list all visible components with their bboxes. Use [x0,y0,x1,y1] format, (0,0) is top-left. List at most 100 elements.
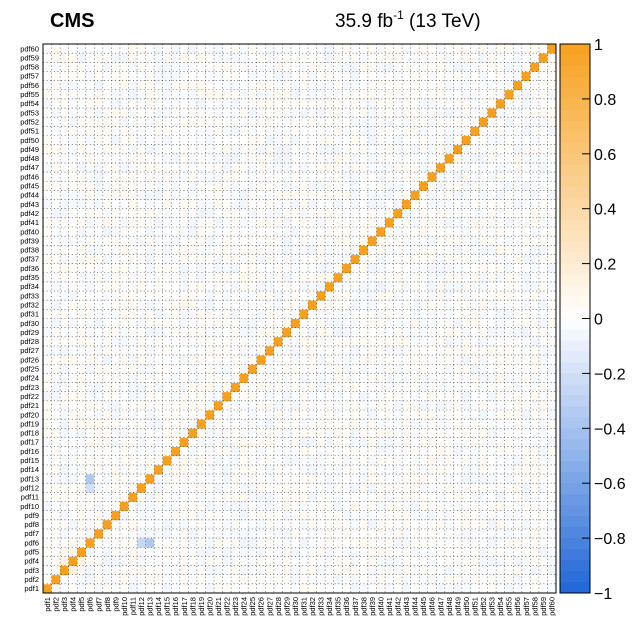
heatmap-cell [256,318,266,329]
heatmap-cell [231,474,241,484]
heatmap-cell [333,464,343,475]
heatmap-cell [205,464,215,475]
heatmap-cell [333,272,343,283]
heatmap-cell [496,419,506,429]
heatmap-cell [43,217,52,228]
heatmap-cell [162,355,172,365]
heatmap-cell [188,364,198,374]
heatmap-cell [496,373,506,383]
heatmap-cell [530,98,540,109]
heatmap-cell [427,272,437,283]
heatmap-cell [521,181,531,191]
heatmap-cell [77,300,87,310]
heatmap-cell [359,53,369,63]
heatmap-cell [547,400,557,411]
heatmap-cell [470,254,480,264]
x-tick-label: pdf47 [436,597,445,616]
heatmap-cell [119,272,129,283]
heatmap-cell [367,153,377,164]
heatmap-cell [290,62,300,72]
heatmap-cell [299,446,309,457]
heatmap-cell [359,236,369,246]
heatmap-cell [479,419,488,429]
heatmap-cell [222,117,232,127]
heatmap-cell [188,327,198,338]
heatmap-cell [60,483,70,493]
heatmap-cell [538,281,548,292]
heatmap-cell [299,474,309,484]
heatmap-cell [470,108,480,118]
heatmap-cell [145,199,155,210]
heatmap-cell [521,327,531,338]
heatmap-cell [350,227,360,237]
heatmap-cell [496,272,506,283]
heatmap-cell [205,492,215,502]
heatmap-cell [547,172,557,182]
heatmap-cell [530,336,540,347]
heatmap-cell [444,336,454,347]
heatmap-cell [402,318,412,329]
heatmap-cell [128,126,138,136]
heatmap-cell [342,336,352,347]
heatmap-cell [256,464,266,475]
heatmap-cell [77,528,87,539]
heatmap-cell [239,217,249,228]
heatmap-cell [376,483,386,493]
heatmap-cell [547,437,557,447]
heatmap-cell [547,300,557,310]
heatmap-cell [128,263,138,274]
heatmap-cell [461,162,471,173]
heatmap-cell [256,263,266,274]
heatmap-cell [470,291,480,301]
heatmap-cell [273,446,283,457]
heatmap-cell [282,565,292,576]
heatmap-cell [162,446,172,457]
heatmap-cell [154,236,164,246]
heatmap-cell [419,510,429,521]
heatmap-cell [205,190,215,200]
heatmap-cell [325,309,335,319]
heatmap-cell [68,281,78,292]
colorbar-band [560,54,590,67]
heatmap-cell [85,391,95,402]
heatmap-cell [102,464,112,475]
heatmap-cell [333,199,343,210]
heatmap-cell [94,135,104,146]
heatmap-cell [333,153,343,164]
heatmap-cell [77,44,87,54]
heatmap-cell [410,300,420,310]
heatmap-cell [299,300,309,310]
heatmap-cell [427,382,437,393]
heatmap-cell [273,565,283,576]
heatmap-cell [496,80,506,91]
heatmap-cell [94,364,104,374]
heatmap-cell [393,108,403,118]
heatmap-cell [325,474,335,484]
heatmap-cell [385,428,394,438]
heatmap-cell [85,108,95,118]
heatmap-cell [436,547,446,557]
heatmap-cell [393,410,403,420]
heatmap-cell [231,80,241,91]
heatmap-cell [479,382,488,393]
heatmap-cell [273,400,283,411]
heatmap-cell [273,135,283,146]
heatmap-cell [60,236,70,246]
heatmap-cell [196,245,206,255]
heatmap-cell [461,556,471,566]
heatmap-cell [102,373,112,383]
heatmap-cell [538,71,548,81]
heatmap-cell [521,336,531,347]
heatmap-cell [419,80,429,91]
heatmap-cell [128,190,138,200]
heatmap-cell [290,300,300,310]
heatmap-cell [299,583,309,594]
heatmap-cell [111,144,121,155]
heatmap-cell [461,254,471,264]
x-tick-label: pdf52 [479,597,488,616]
heatmap-cell [239,172,249,182]
heatmap-cell [419,190,429,200]
heatmap-cell [547,108,557,118]
heatmap-cell [214,44,223,54]
heatmap-cell [196,272,206,283]
